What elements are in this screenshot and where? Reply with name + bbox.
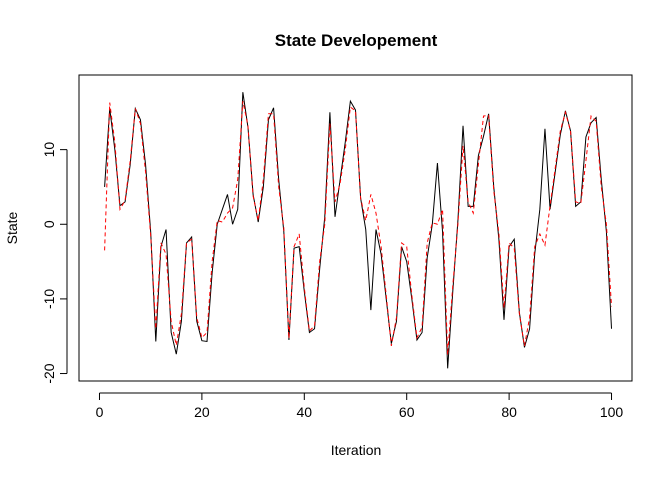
y-tick-label: -10: [41, 289, 57, 309]
x-tick-label: 60: [399, 404, 415, 420]
y-axis: -20 -10 0 10: [41, 142, 68, 384]
y-tick-label: 0: [41, 220, 57, 228]
chart-title: State Developement: [275, 31, 438, 50]
x-tick-label: 40: [297, 404, 313, 420]
x-tick-label: 20: [194, 404, 210, 420]
x-tick-label: 100: [600, 404, 624, 420]
series-layer: [104, 92, 613, 369]
x-tick-label: 0: [96, 404, 104, 420]
y-tick-label: -20: [41, 363, 57, 383]
y-axis-label: State: [4, 211, 20, 244]
x-axis-label: Iteration: [331, 442, 382, 458]
series-line-1: [104, 92, 613, 369]
y-tick-label: 10: [41, 142, 57, 158]
x-axis: 0 20 40 60 80 100: [96, 392, 624, 420]
series-line-2: [104, 101, 613, 355]
x-tick-label: 80: [501, 404, 517, 420]
plot-box: [78, 74, 633, 382]
